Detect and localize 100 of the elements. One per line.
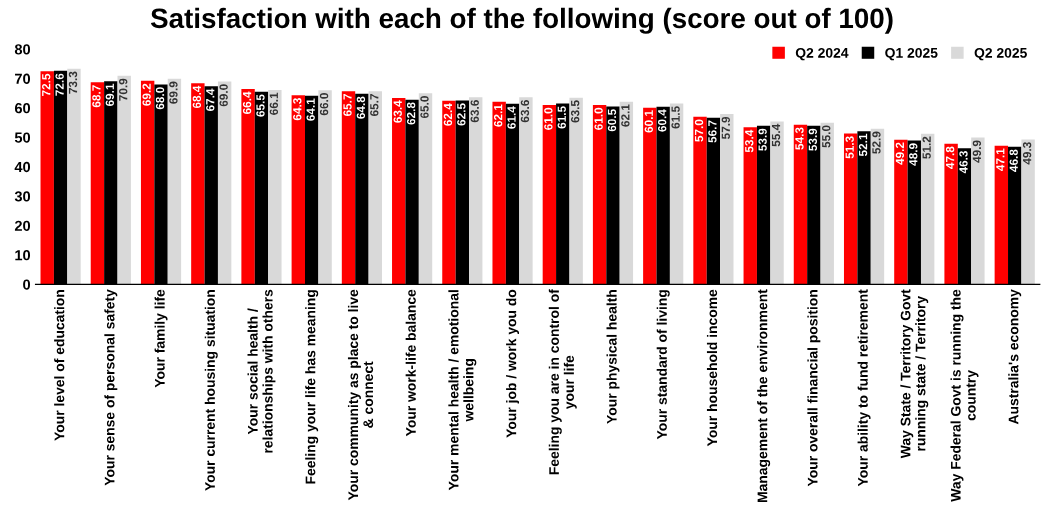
x-tick-label: Your level of education <box>54 290 65 441</box>
data-label: 61.5 <box>557 106 566 129</box>
y-tick-label: 20 <box>14 220 31 231</box>
y-tick-label: 50 <box>14 132 31 143</box>
bar <box>217 81 232 285</box>
bar <box>843 133 858 285</box>
bar <box>793 124 808 285</box>
bar <box>944 143 958 285</box>
data-label: 61.5 <box>671 106 680 129</box>
data-label: 51.3 <box>845 136 854 159</box>
data-label: 65.5 <box>256 94 265 117</box>
bar <box>519 97 533 285</box>
data-label: 49.2 <box>895 142 905 165</box>
bar <box>291 95 305 285</box>
x-tick-label: Your standard of living <box>656 290 670 440</box>
y-tick-label: 70 <box>15 73 31 84</box>
bar <box>117 75 131 285</box>
data-label: 63.4 <box>393 100 402 123</box>
bar <box>894 139 908 285</box>
data-label: 64.1 <box>306 98 315 121</box>
data-label: 68.4 <box>192 85 202 109</box>
legend-label: Q2 2025 <box>974 47 1027 61</box>
y-tick-label: 10 <box>15 250 31 261</box>
x-tick-label: Your ability to fund retirement <box>857 289 871 487</box>
data-label: 56.7 <box>708 120 717 143</box>
x-tick-label: Feeling your life has meaning <box>305 290 319 484</box>
data-label: 61.4 <box>507 106 516 129</box>
y-tick-label: 0 <box>23 279 31 290</box>
bar <box>167 78 182 285</box>
data-label: 51.2 <box>922 136 931 159</box>
x-tick-label: Way Federal Govt is running the country <box>950 289 979 502</box>
bar <box>40 71 54 285</box>
data-label: 53.9 <box>808 128 818 151</box>
x-tick-label: Australia's economy <box>1008 289 1022 425</box>
data-label: 53.9 <box>758 128 767 151</box>
bar <box>241 89 255 285</box>
data-label: 72.6 <box>55 73 64 96</box>
bar <box>268 89 282 285</box>
x-tick-label: Way State / Territory Govt running state / Territory <box>900 289 929 459</box>
x-tick-label: Your sense of personal safety <box>104 289 118 486</box>
bar <box>770 121 784 285</box>
data-label: 55.0 <box>822 125 831 148</box>
bar <box>669 103 684 285</box>
data-label: 61.0 <box>594 107 603 130</box>
data-label: 47.1 <box>996 148 1005 171</box>
bar <box>318 90 332 285</box>
data-label: 69.9 <box>169 81 178 104</box>
bar <box>341 91 356 285</box>
data-label: 60.5 <box>607 109 617 132</box>
data-label: 53.4 <box>745 129 754 153</box>
data-label: 66.0 <box>319 93 329 116</box>
x-tick-label: Your work-life balance <box>405 289 416 437</box>
data-label: 62.1 <box>621 104 630 127</box>
data-label: 66.4 <box>242 91 252 114</box>
bar <box>720 114 734 285</box>
x-tick-label: Your mental health / emotional wellbeing <box>448 290 477 491</box>
data-label: 60.1 <box>644 110 653 133</box>
y-tick-label: 80 <box>14 44 31 55</box>
bar <box>418 93 433 285</box>
bar <box>743 127 757 285</box>
data-label: 65.7 <box>370 94 379 117</box>
data-label: 62.4 <box>443 103 453 126</box>
bar <box>140 80 155 285</box>
data-label: 63.5 <box>570 100 580 123</box>
data-label: 62.5 <box>457 103 466 126</box>
data-label: 57.0 <box>694 119 704 142</box>
bar <box>920 133 935 285</box>
x-tick-label: Feeling you are in control of your life <box>548 289 577 475</box>
data-label: 68.7 <box>92 85 101 108</box>
data-label: 57.9 <box>721 116 730 140</box>
bar <box>569 97 583 285</box>
x-tick-label: Your physical health <box>606 290 620 424</box>
data-label: 65.0 <box>420 96 429 119</box>
data-label: 49.9 <box>972 140 982 163</box>
data-label: 62.8 <box>406 102 416 125</box>
bar <box>469 97 483 285</box>
bar <box>1021 139 1035 285</box>
data-label: 64.8 <box>356 96 366 119</box>
bar <box>442 100 456 285</box>
data-label: 70.9 <box>119 78 128 101</box>
data-label: 52.1 <box>858 133 868 157</box>
data-label: 46.8 <box>1009 149 1018 172</box>
data-label: 69.0 <box>219 84 228 107</box>
data-label: 47.8 <box>945 146 955 169</box>
x-tick-label: Your current housing situation <box>204 290 218 491</box>
data-label: 64.3 <box>293 98 302 121</box>
x-tick-label: Your community as place to live & connect <box>347 289 374 501</box>
data-label: 67.4 <box>206 88 215 112</box>
x-tick-label: Management of the environment <box>757 289 771 503</box>
y-tick-label: 40 <box>14 161 31 173</box>
y-tick-label: 30 <box>14 191 31 202</box>
bar <box>870 128 885 285</box>
bar <box>820 122 834 285</box>
bar <box>191 83 205 285</box>
x-tick-label: Your social health / relationships with others <box>247 289 276 453</box>
data-label: 72.5 <box>42 73 51 96</box>
data-label: 52.9 <box>872 131 881 154</box>
x-tick-label: Your family life <box>154 289 168 388</box>
data-label: 63.6 <box>470 100 479 123</box>
data-label: 55.4 <box>771 123 781 147</box>
